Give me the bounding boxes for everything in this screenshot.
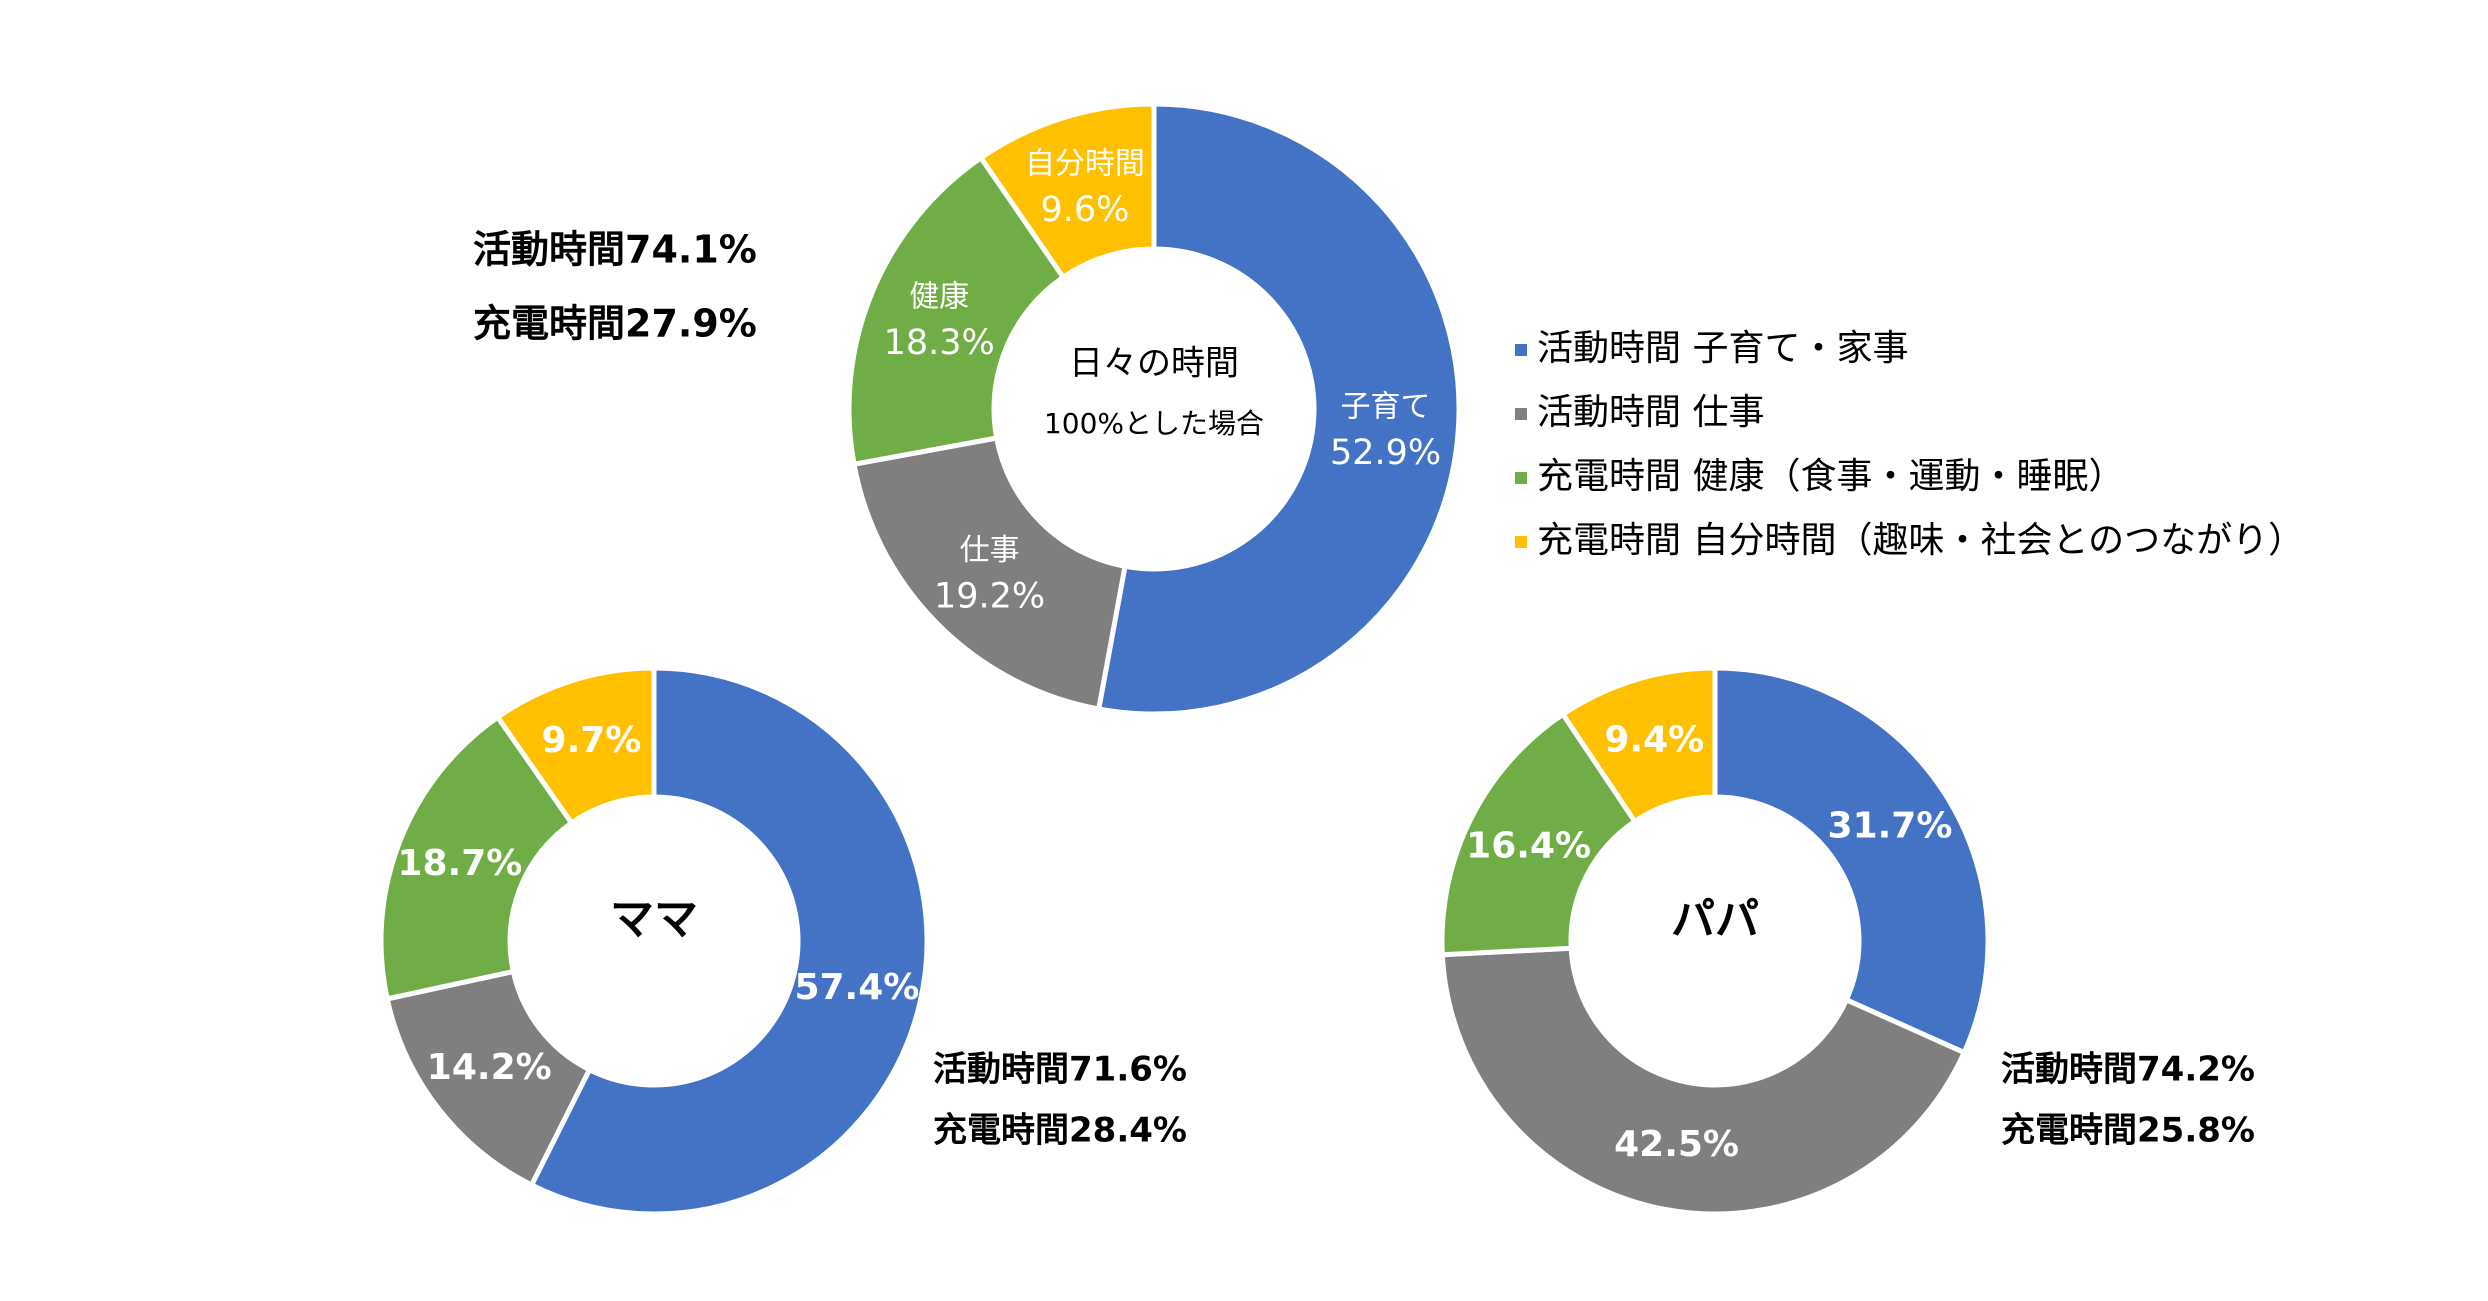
data-label: 19.2%: [934, 576, 1045, 616]
legend-label: 活動時間 仕事: [1537, 392, 1764, 433]
annotation: 充電時間27.9%: [473, 302, 757, 346]
slice-category: 子育て: [1341, 390, 1431, 425]
slice: [1559, 665, 1718, 825]
data-label: 14.2%: [427, 1047, 552, 1088]
slice: [1712, 665, 1991, 1056]
slice: [851, 435, 1128, 712]
slice: [1439, 945, 1968, 1217]
legend-swatch: [1515, 472, 1527, 484]
legend-swatch: [1515, 536, 1527, 548]
legend-swatch: [1515, 344, 1527, 356]
slice: [977, 101, 1157, 281]
annotation: 活動時間74.2%: [2001, 1050, 2255, 1090]
slice: [1095, 101, 1462, 717]
slice-category: 自分時間: [1025, 146, 1145, 181]
legend-label: 充電時間 自分時間（趣味・社会とのつながり）: [1537, 520, 2304, 561]
center-title: ママ: [610, 894, 698, 945]
legend-swatch: [1515, 408, 1527, 420]
annotation: 充電時間25.8%: [2001, 1111, 2255, 1151]
data-label: 9.4%: [1604, 720, 1704, 761]
data-label: 16.4%: [1466, 826, 1591, 867]
data-label: 9.7%: [542, 720, 642, 761]
annotation: 活動時間71.6%: [933, 1050, 1187, 1090]
data-label: 42.5%: [1614, 1124, 1739, 1165]
legend-label: 充電時間 健康（食事・運動・睡眠）: [1537, 456, 2124, 497]
slice-category: 健康: [909, 280, 969, 315]
data-label: 18.3%: [884, 323, 995, 363]
annotation: 充電時間28.4%: [933, 1111, 1187, 1151]
slice-category: 仕事: [960, 533, 1020, 568]
data-label: 31.7%: [1828, 806, 1953, 847]
center-title: 日々の時間: [1069, 344, 1239, 384]
center-subtitle: 100%とした場合: [1044, 407, 1264, 440]
slice: [846, 154, 1067, 468]
slice: [1439, 710, 1639, 958]
slice: [528, 665, 930, 1217]
data-label: 57.4%: [794, 967, 919, 1008]
annotation: 活動時間74.1%: [473, 228, 757, 272]
slice: [384, 968, 593, 1189]
data-label: 9.6%: [1040, 190, 1129, 230]
data-label: 18.7%: [397, 843, 522, 884]
data-label: 52.9%: [1330, 433, 1441, 473]
center-title: パパ: [1671, 894, 1759, 945]
legend-label: 活動時間 子育て・家事: [1537, 328, 1908, 369]
slice: [494, 665, 657, 827]
slice: [378, 713, 576, 1002]
